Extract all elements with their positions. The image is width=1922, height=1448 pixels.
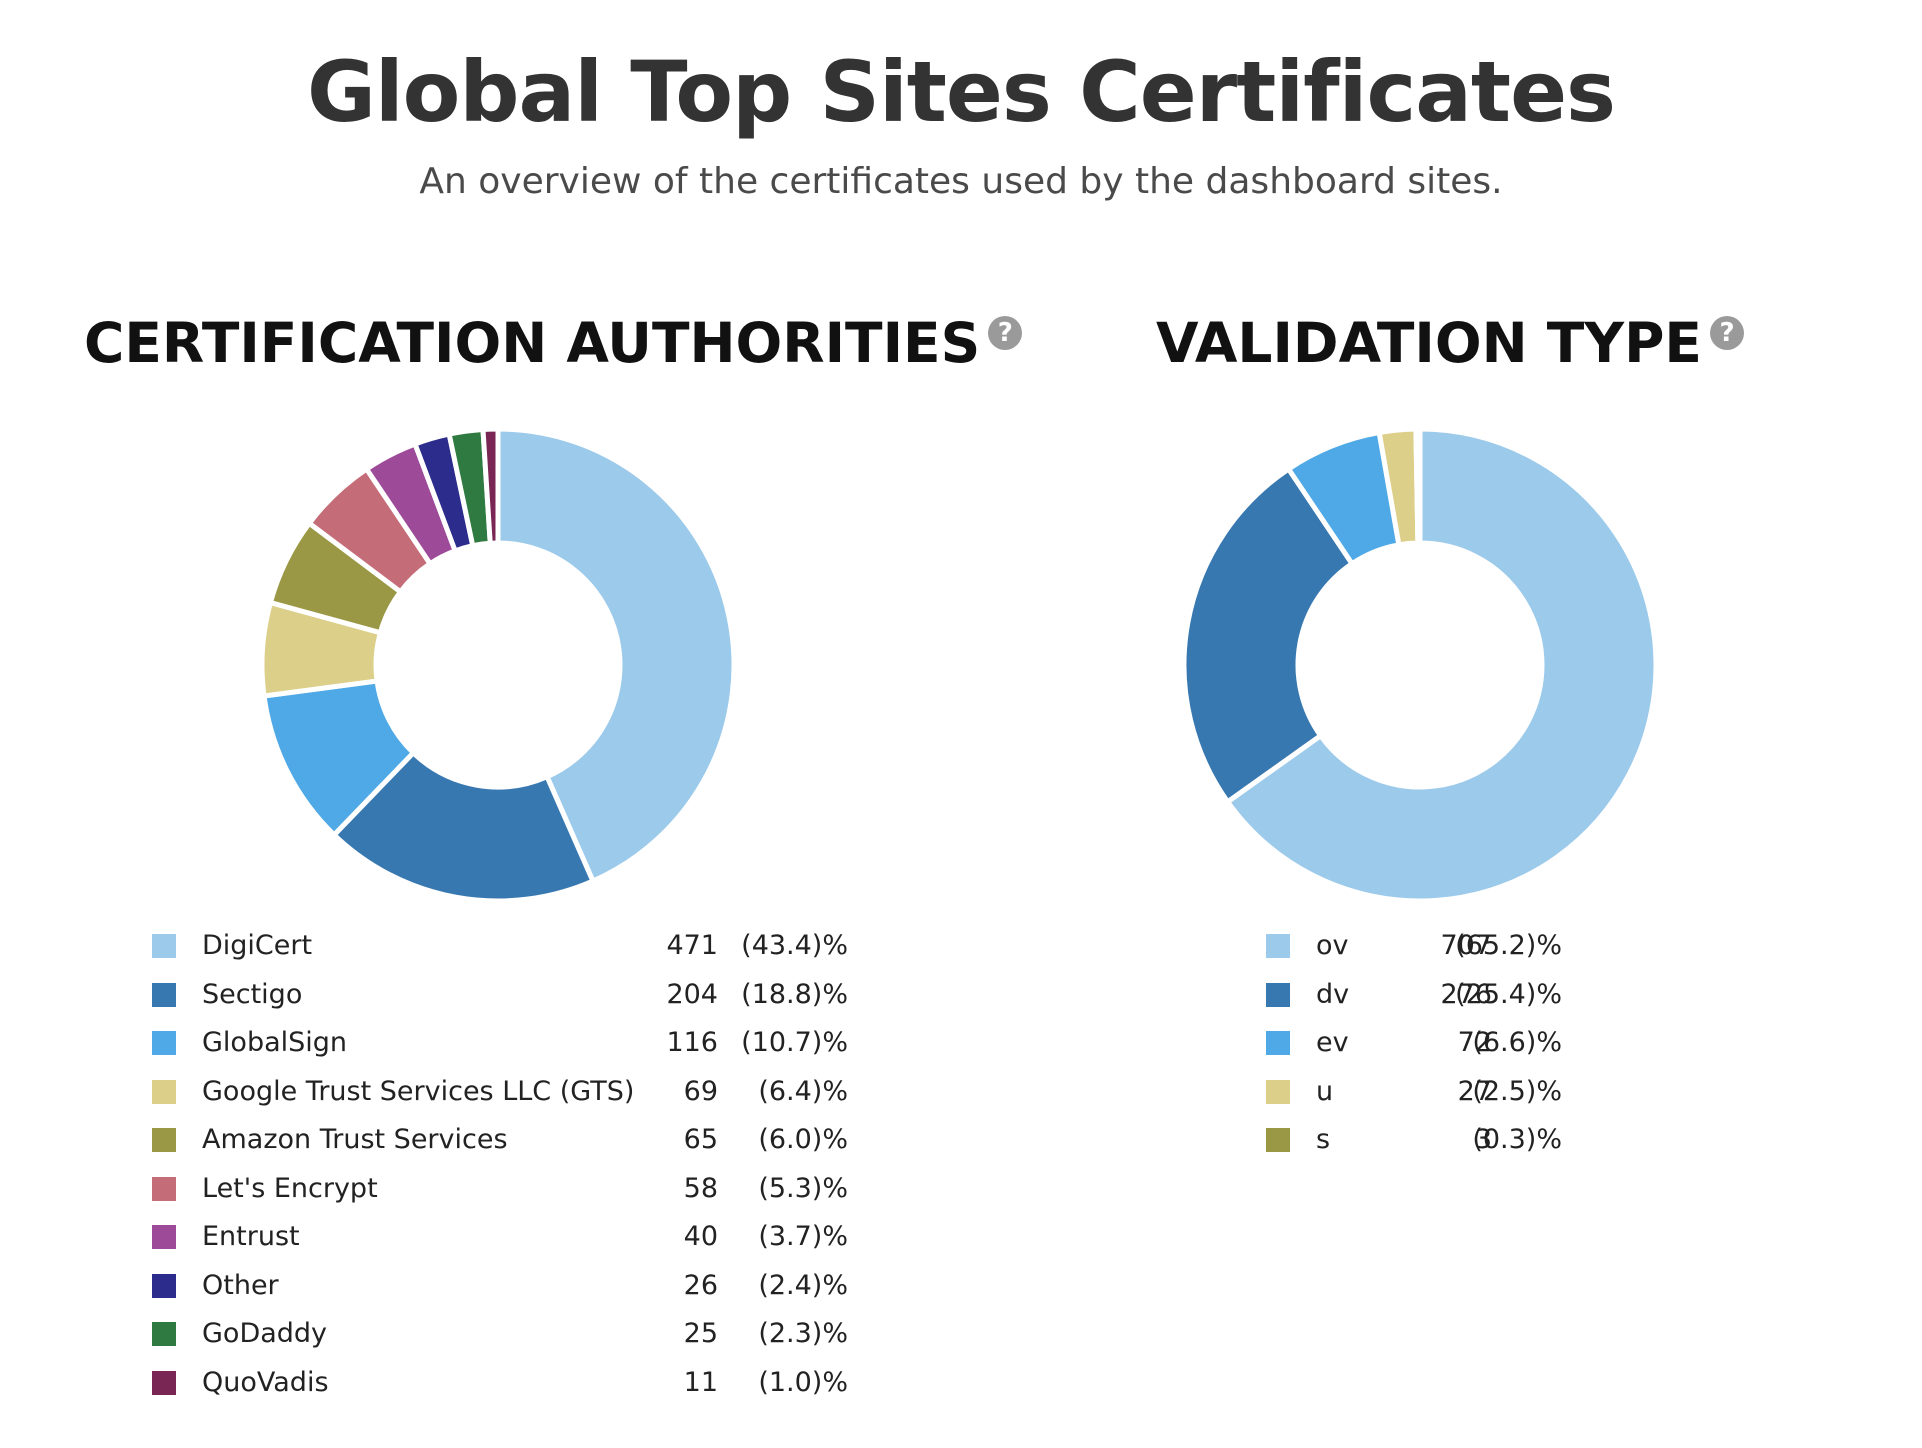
- ca-legend-label: Amazon Trust Services: [202, 1124, 508, 1155]
- vt-legend-item[interactable]: ov 707 (65.2)%: [1266, 925, 1586, 974]
- vt-legend-swatch: [1266, 982, 1290, 1007]
- ca-legend-percent: (43.4)%: [741, 930, 848, 961]
- ca-legend-swatch: [152, 1079, 176, 1104]
- ca-legend-count: 471: [666, 930, 718, 961]
- page-subtitle: An overview of the certificates used by …: [419, 161, 1503, 202]
- vt-legend-percent: (2.5)%: [1472, 1075, 1562, 1107]
- vt-legend-swatch: [1266, 934, 1290, 958]
- ca-section-title: CERTIFICATION AUTHORITIES?: [84, 310, 1023, 376]
- ca-legend-count: 69: [683, 1075, 718, 1107]
- vt-legend-percent: (25.4)%: [1455, 978, 1562, 1010]
- ca-legend-count: 25: [683, 1318, 718, 1349]
- vt-slice-dv[interactable]: [1181, 465, 1356, 806]
- vt-legend-item[interactable]: ev 72 (6.6)%: [1266, 1022, 1586, 1071]
- ca-legend-label: Let's Encrypt: [202, 1172, 378, 1204]
- vt-section-title-text: VALIDATION TYPE: [1156, 311, 1702, 375]
- ca-legend-item[interactable]: GlobalSign 116 (10.7)%: [152, 1022, 852, 1071]
- ca-legend-swatch: [152, 1273, 176, 1298]
- ca-legend-label: QuoVadis: [202, 1366, 329, 1398]
- ca-legend-item[interactable]: Entrust 40 (3.7)%: [152, 1216, 852, 1265]
- vt-legend-count: 3: [1474, 1124, 1492, 1155]
- ca-legend-percent: (5.3)%: [758, 1172, 848, 1204]
- ca-legend-percent: (1.0)%: [758, 1366, 848, 1398]
- ca-legend-item[interactable]: QuoVadis 11 (1.0)%: [152, 1362, 852, 1411]
- ca-legend-count: 26: [683, 1269, 718, 1301]
- vt-legend-count: 72: [1457, 1027, 1492, 1058]
- vt-legend: ov 707 (65.2)% dv 276 (25.4)% ev 72 (6.6)% u 27 (2.…: [1266, 925, 1586, 1168]
- vt-section-title: VALIDATION TYPE?: [1156, 310, 1744, 376]
- ca-legend-percent: (3.7)%: [758, 1221, 848, 1252]
- ca-legend-percent: (2.4)%: [758, 1269, 848, 1301]
- ca-section-title-text: CERTIFICATION AUTHORITIES: [84, 311, 981, 375]
- ca-legend-percent: (18.8)%: [741, 978, 848, 1010]
- vt-legend-swatch: [1266, 1031, 1290, 1055]
- ca-legend-item[interactable]: Other 26 (2.4)%: [152, 1265, 852, 1314]
- vt-legend-swatch: [1266, 1079, 1290, 1104]
- question-circle-icon[interactable]: ?: [1710, 316, 1744, 350]
- ca-legend-label: GoDaddy: [202, 1318, 328, 1349]
- vt-slice-s[interactable]: [1413, 426, 1423, 546]
- vt-legend-percent: (6.6)%: [1472, 1027, 1562, 1058]
- ca-legend-swatch: [152, 1370, 176, 1395]
- ca-legend-item[interactable]: Amazon Trust Services 65 (6.0)%: [152, 1119, 852, 1168]
- ca-legend-count: 116: [666, 1027, 718, 1058]
- ca-legend-item[interactable]: Let's Encrypt 58 (5.3)%: [152, 1168, 852, 1217]
- ca-slice-sectigo[interactable]: [330, 749, 597, 904]
- vt-donut-svg: [1181, 426, 1659, 904]
- vt-legend-item[interactable]: u 27 (2.5)%: [1266, 1071, 1586, 1120]
- vt-slice-ov[interactable]: [1224, 426, 1659, 904]
- ca-legend-label: Other: [202, 1269, 279, 1301]
- ca-legend-count: 204: [666, 978, 718, 1010]
- ca-legend-label: GlobalSign: [202, 1027, 348, 1058]
- vt-legend-count: 276: [1440, 978, 1492, 1010]
- vt-legend-item[interactable]: s 3 (0.3)%: [1266, 1119, 1586, 1168]
- ca-legend-swatch: [152, 1128, 176, 1152]
- vt-legend-label: ov: [1316, 930, 1349, 961]
- ca-slice-digicert[interactable]: [495, 426, 737, 885]
- vt-legend-label: u: [1316, 1075, 1334, 1107]
- ca-legend-count: 40: [683, 1221, 718, 1252]
- vt-legend-swatch: [1266, 1128, 1290, 1152]
- ca-legend-label: Google Trust Services LLC (GTS): [202, 1075, 635, 1107]
- question-circle-icon[interactable]: ?: [988, 316, 1023, 350]
- ca-slice-quovadis[interactable]: [480, 426, 501, 546]
- ca-legend-count: 65: [683, 1124, 718, 1155]
- ca-legend-swatch: [152, 934, 176, 958]
- vt-legend-label: ev: [1316, 1027, 1349, 1058]
- vt-legend-percent: (0.3)%: [1472, 1124, 1562, 1155]
- ca-legend-swatch: [152, 1031, 176, 1055]
- ca-legend-item[interactable]: Google Trust Services LLC (GTS) 69 (6.4)%: [152, 1071, 852, 1120]
- ca-legend-percent: (2.3)%: [758, 1318, 848, 1349]
- ca-legend-item[interactable]: Sectigo 204 (18.8)%: [152, 974, 852, 1023]
- ca-legend-item[interactable]: DigiCert 471 (43.4)%: [152, 925, 852, 974]
- ca-legend-swatch: [152, 982, 176, 1007]
- vt-legend-count: 27: [1457, 1075, 1492, 1107]
- vt-legend-label: s: [1316, 1124, 1331, 1155]
- ca-legend-swatch: [152, 1225, 176, 1249]
- page-title: Global Top Sites Certificates: [306, 43, 1616, 141]
- vt-legend-count: 707: [1440, 930, 1492, 961]
- ca-legend-count: 58: [683, 1172, 718, 1204]
- ca-legend-percent: (6.4)%: [758, 1075, 848, 1107]
- ca-legend-swatch: [152, 1322, 176, 1346]
- ca-legend-label: DigiCert: [202, 930, 313, 961]
- ca-legend-label: Entrust: [202, 1221, 300, 1252]
- ca-legend-swatch: [152, 1176, 176, 1201]
- ca-legend: DigiCert 471 (43.4)% Sectigo 204 (18.8)% Globa…: [152, 925, 852, 1410]
- vt-legend-label: dv: [1316, 978, 1350, 1010]
- vt-legend-item[interactable]: dv 276 (25.4)%: [1266, 974, 1586, 1023]
- ca-legend-count: 11: [683, 1366, 718, 1398]
- vt-legend-percent: (65.2)%: [1455, 930, 1562, 961]
- ca-legend-label: Sectigo: [202, 978, 303, 1010]
- ca-legend-percent: (6.0)%: [758, 1124, 848, 1155]
- vt-donut-chart: [1180, 425, 1660, 905]
- ca-donut-chart: [258, 425, 738, 905]
- ca-donut-svg: [259, 426, 737, 904]
- ca-legend-item[interactable]: GoDaddy 25 (2.3)%: [152, 1313, 852, 1362]
- ca-legend-percent: (10.7)%: [741, 1027, 848, 1058]
